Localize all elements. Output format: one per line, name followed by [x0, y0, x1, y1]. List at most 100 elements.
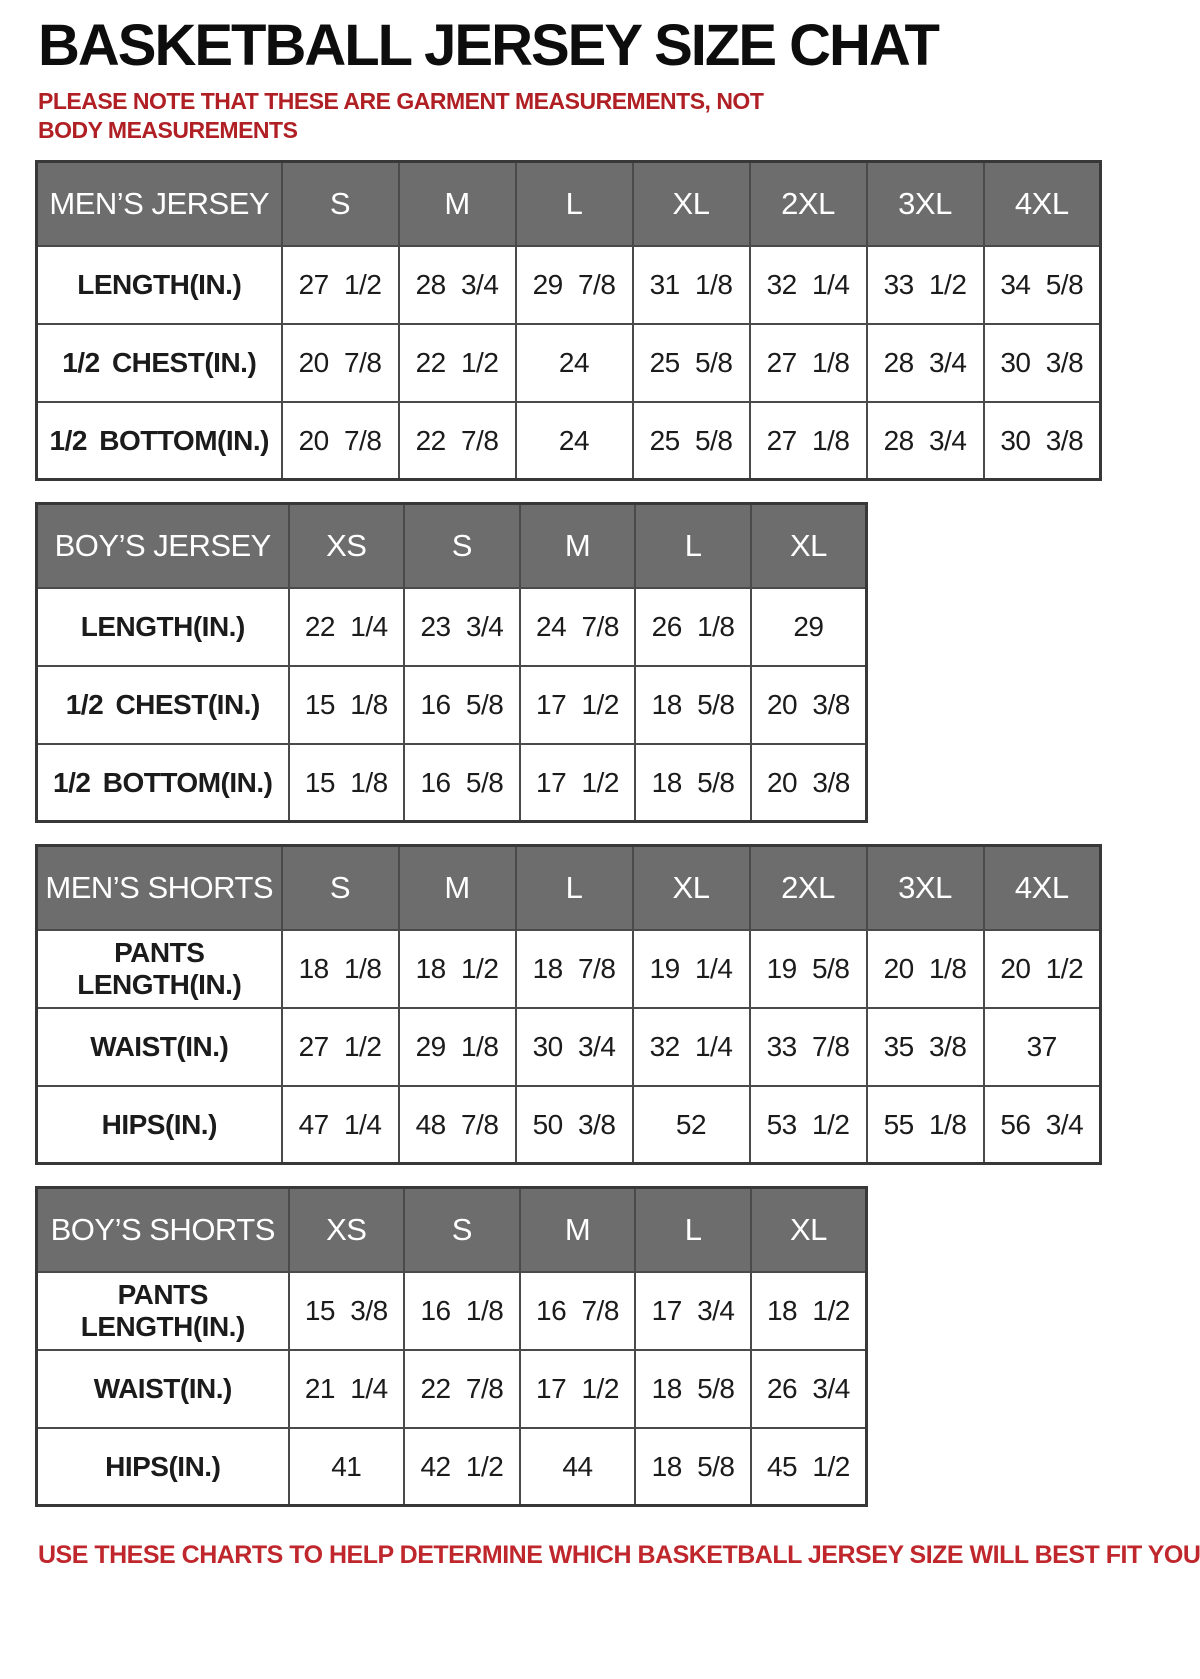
measurement-value-cell: 27 1/8 — [748, 322, 868, 403]
table-row: WAIST(IN.) 27 1/2 29 1/8 30 3/4 32 1/4 33 7/8… — [35, 1006, 1102, 1087]
row-label-cell: HIPS(IN.) — [35, 1084, 283, 1165]
measurement-value-cell: 20 7/8 — [280, 322, 400, 403]
measurement-value-cell: 56 3/4 — [982, 1084, 1102, 1165]
measurement-value-cell: 18 1/2 — [749, 1270, 868, 1351]
table-title-cell: MEN’S JERSEY — [35, 160, 283, 247]
size-header-cell: XS — [287, 502, 406, 589]
table-row: PANTS LENGTH(IN.) 18 1/8 18 1/2 18 7/8 19 1/… — [35, 928, 1102, 1009]
measurement-value-cell: 30 3/4 — [514, 1006, 634, 1087]
measurement-value-cell: 22 1/4 — [287, 586, 406, 667]
measurement-value-cell: 24 7/8 — [518, 586, 637, 667]
measurement-value-cell: 28 3/4 — [865, 322, 985, 403]
measurement-value-cell: 48 7/8 — [397, 1084, 517, 1165]
measurement-value-cell: 19 5/8 — [748, 928, 868, 1009]
measurement-value-cell: 34 5/8 — [982, 244, 1102, 325]
row-label-cell: 1/2 BOTTOM(IN.) — [35, 400, 283, 481]
size-header-cell: 2XL — [748, 160, 868, 247]
measurement-value-cell: 25 5/8 — [631, 400, 751, 481]
measurement-value-cell: 41 — [287, 1426, 406, 1507]
measurement-value-cell: 47 1/4 — [280, 1084, 400, 1165]
fit-advice-note: USE THESE CHARTS TO HELP DETERMINE WHICH… — [38, 1541, 1200, 1570]
measurement-value-cell: 20 3/8 — [749, 664, 868, 745]
boys-shorts-table-container: BOY’S SHORTS XS S M L XL PANTS LENGTH(IN.) 15 3… — [35, 1186, 1165, 1508]
measurement-value-cell: 20 1/8 — [865, 928, 985, 1009]
measurement-value-cell: 45 1/2 — [749, 1426, 868, 1507]
measurement-value-cell: 33 1/2 — [865, 244, 985, 325]
measurement-value-cell: 16 7/8 — [518, 1270, 637, 1351]
measurement-value-cell: 27 1/2 — [280, 1006, 400, 1087]
size-header-cell: XS — [287, 1186, 406, 1273]
header-row: BOY’S SHORTS XS S M L XL — [35, 1186, 868, 1273]
measurement-value-cell: 15 1/8 — [287, 664, 406, 745]
measurement-value-cell: 16 5/8 — [403, 742, 521, 823]
row-label-cell: LENGTH(IN.) — [35, 586, 290, 667]
size-header-cell: S — [280, 160, 400, 247]
size-table-mens-jersey: MEN’S JERSEY S M L XL 2XL 3XL 4XL LENGTH(IN.) 27 … — [35, 160, 1102, 482]
measurement-value-cell: 37 — [982, 1006, 1102, 1087]
measurement-value-cell: 52 — [631, 1084, 751, 1165]
measurement-value-cell: 29 7/8 — [514, 244, 634, 325]
size-header-cell: M — [397, 160, 517, 247]
measurement-value-cell: 26 1/8 — [634, 586, 752, 667]
measurement-value-cell: 22 7/8 — [397, 400, 517, 481]
size-table-mens-shorts: MEN’S SHORTS S M L XL 2XL 3XL 4XL PANTS LENGTH(I… — [35, 844, 1102, 1166]
measurement-value-cell: 23 3/4 — [403, 586, 521, 667]
size-header-cell: L — [514, 844, 634, 931]
row-label-cell: WAIST(IN.) — [35, 1348, 290, 1429]
measurement-value-cell: 55 1/8 — [865, 1084, 985, 1165]
size-header-cell: XL — [749, 502, 868, 589]
measurement-value-cell: 18 5/8 — [634, 1348, 752, 1429]
table-title-cell: MEN’S SHORTS — [35, 844, 283, 931]
measurement-value-cell: 18 7/8 — [514, 928, 634, 1009]
table-row: 1/2 BOTTOM(IN.) 15 1/8 16 5/8 17 1/2 18 5/8 2… — [35, 742, 868, 823]
measurement-value-cell: 19 1/4 — [631, 928, 751, 1009]
measurement-value-cell: 16 5/8 — [403, 664, 521, 745]
measurement-value-cell: 18 1/2 — [397, 928, 517, 1009]
measurement-value-cell: 22 7/8 — [403, 1348, 521, 1429]
table-row: 1/2 BOTTOM(IN.) 20 7/8 22 7/8 24 25 5/8 27 1/… — [35, 400, 1102, 481]
size-header-cell: 3XL — [865, 844, 985, 931]
size-header-cell: L — [634, 502, 752, 589]
measurement-value-cell: 21 1/4 — [287, 1348, 406, 1429]
measurement-value-cell: 17 1/2 — [518, 664, 637, 745]
measurement-value-cell: 30 3/8 — [982, 400, 1102, 481]
measurement-value-cell: 31 1/8 — [631, 244, 751, 325]
size-header-cell: 3XL — [865, 160, 985, 247]
size-header-cell: L — [634, 1186, 752, 1273]
size-header-cell: S — [280, 844, 400, 931]
size-header-cell: 4XL — [982, 844, 1102, 931]
table-row: PANTS LENGTH(IN.) 15 3/8 16 1/8 16 7/8 17 3/… — [35, 1270, 868, 1351]
measurement-value-cell: 35 3/8 — [865, 1006, 985, 1087]
measurement-value-cell: 30 3/8 — [982, 322, 1102, 403]
size-table-boys-shorts: BOY’S SHORTS XS S M L XL PANTS LENGTH(IN.) 15 3… — [35, 1186, 868, 1508]
row-label-cell: WAIST(IN.) — [35, 1006, 283, 1087]
measurement-value-cell: 32 1/4 — [748, 244, 868, 325]
measurement-value-cell: 33 7/8 — [748, 1006, 868, 1087]
table-row: 1/2 CHEST(IN.) 20 7/8 22 1/2 24 25 5/8 27 1/8… — [35, 322, 1102, 403]
size-header-cell: S — [403, 1186, 521, 1273]
size-header-cell: M — [518, 1186, 637, 1273]
measurement-value-cell: 44 — [518, 1426, 637, 1507]
row-label-cell: 1/2 CHEST(IN.) — [35, 322, 283, 403]
measurement-value-cell: 27 1/8 — [748, 400, 868, 481]
measurement-value-cell: 18 5/8 — [634, 664, 752, 745]
table-row: 1/2 CHEST(IN.) 15 1/8 16 5/8 17 1/2 18 5/8 20… — [35, 664, 868, 745]
row-label-cell: HIPS(IN.) — [35, 1426, 290, 1507]
row-label-cell: LENGTH(IN.) — [35, 244, 283, 325]
table-row: LENGTH(IN.) 22 1/4 23 3/4 24 7/8 26 1/8 29 — [35, 586, 868, 667]
measurement-value-cell: 28 3/4 — [865, 400, 985, 481]
table-row: HIPS(IN.) 41 42 1/2 44 18 5/8 45 1/2 — [35, 1426, 868, 1507]
measurement-value-cell: 26 3/4 — [749, 1348, 868, 1429]
row-label-cell: PANTS LENGTH(IN.) — [35, 928, 283, 1009]
measurement-value-cell: 15 3/8 — [287, 1270, 406, 1351]
measurement-value-cell: 25 5/8 — [631, 322, 751, 403]
table-row: HIPS(IN.) 47 1/4 48 7/8 50 3/8 52 53 1/2 55 1/… — [35, 1084, 1102, 1165]
size-header-cell: XL — [631, 844, 751, 931]
measurement-value-cell: 20 1/2 — [982, 928, 1102, 1009]
measurement-value-cell: 53 1/2 — [748, 1084, 868, 1165]
size-header-cell: L — [514, 160, 634, 247]
measurement-value-cell: 20 3/8 — [749, 742, 868, 823]
measurement-value-cell: 17 1/2 — [518, 1348, 637, 1429]
measurement-value-cell: 15 1/8 — [287, 742, 406, 823]
header-row: MEN’S JERSEY S M L XL 2XL 3XL 4XL — [35, 160, 1102, 247]
